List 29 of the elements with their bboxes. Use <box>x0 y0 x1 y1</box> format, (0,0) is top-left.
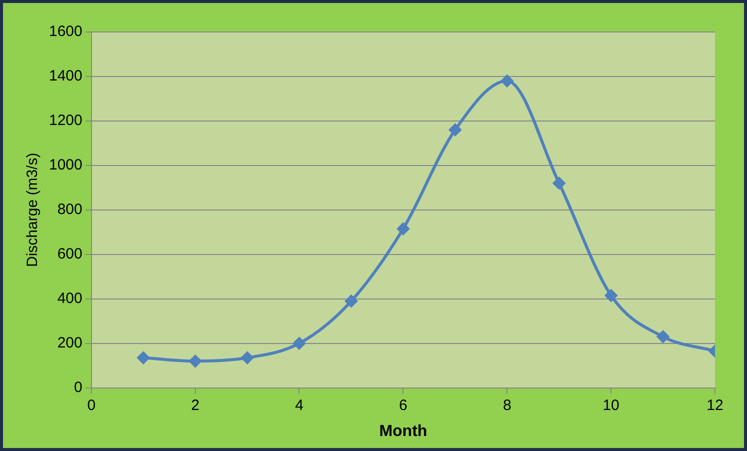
x-tick-label: 0 <box>87 396 96 414</box>
point <box>500 74 514 88</box>
point <box>344 294 358 308</box>
y-tick-label: 1000 <box>48 156 82 174</box>
x-tick-label: 12 <box>706 396 724 414</box>
point <box>396 222 410 236</box>
point <box>136 351 150 364</box>
y-tick-label: 1200 <box>48 112 82 130</box>
y-tick-label: 1600 <box>48 23 82 40</box>
y-tick-label: 0 <box>74 378 82 396</box>
x-tick-label: 10 <box>602 396 620 414</box>
y-axis-title: Discharge (m3/s) <box>24 152 42 267</box>
y-tick-label: 800 <box>57 201 82 218</box>
x-tick-label: 2 <box>191 396 200 414</box>
x-axis-title: Month <box>379 422 428 440</box>
x-tick-label: 4 <box>295 396 304 414</box>
point <box>292 336 306 350</box>
y-tick-label: 600 <box>57 246 82 263</box>
point <box>448 123 462 136</box>
point <box>656 330 670 344</box>
point <box>552 176 566 190</box>
x-tick-label: 6 <box>399 396 408 414</box>
point <box>188 354 202 368</box>
y-tick-label: 1400 <box>48 68 82 85</box>
y-tick-label: 200 <box>57 334 82 352</box>
point <box>240 351 254 364</box>
x-tick-label: 8 <box>502 396 512 414</box>
point <box>604 289 618 302</box>
y-tick-label: 400 <box>57 290 82 307</box>
